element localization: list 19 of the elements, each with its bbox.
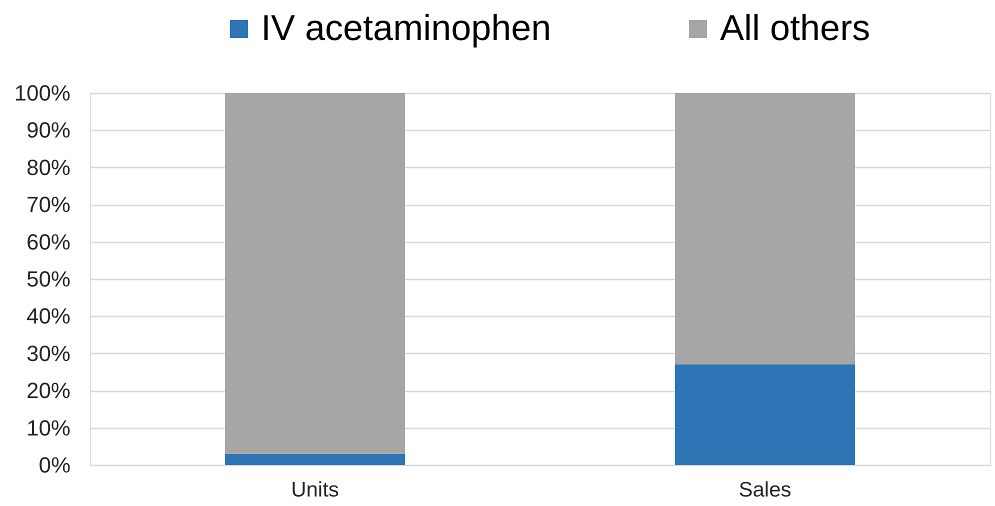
y-tick-label: 100% <box>14 80 70 106</box>
x-tick-label: Sales <box>738 478 792 502</box>
x-tick-label: Units <box>291 478 339 502</box>
bar <box>225 454 405 465</box>
y-tick-label: 80% <box>26 154 70 180</box>
y-tick-label: 60% <box>26 229 70 254</box>
y-tick-label: 70% <box>26 192 70 218</box>
bar <box>675 93 855 365</box>
bar <box>675 364 855 465</box>
bar <box>225 93 405 454</box>
y-tick-label: 40% <box>26 304 70 329</box>
y-tick-label: 20% <box>26 378 70 404</box>
legend-label: IV acetaminophen <box>261 7 552 48</box>
y-tick-label: 0% <box>38 452 70 478</box>
legend-label: All others <box>720 7 870 48</box>
y-tick-label: 50% <box>26 266 70 292</box>
y-tick-label: 30% <box>26 340 70 366</box>
y-tick-label: 90% <box>26 118 70 143</box>
y-tick-label: 10% <box>26 415 70 440</box>
